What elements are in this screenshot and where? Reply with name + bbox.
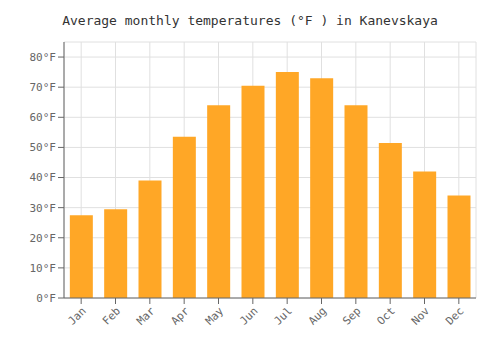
svg-text:Sep: Sep — [340, 304, 363, 327]
svg-text:Apr: Apr — [169, 304, 193, 328]
svg-text:Mar: Mar — [134, 304, 158, 328]
svg-text:Jan: Jan — [66, 304, 89, 327]
svg-text:30°F: 30°F — [30, 202, 57, 215]
svg-text:0°F: 0°F — [36, 292, 56, 305]
svg-text:10°F: 10°F — [30, 262, 57, 275]
html-text:Average monthly temperatures (: Average monthly temperatures (°F ) in Ka… — [62, 13, 438, 28]
svg-text:Aug: Aug — [306, 304, 329, 327]
svg-text:60°F: 60°F — [30, 111, 57, 124]
svg-text:20°F: 20°F — [30, 232, 57, 245]
svg-text:70°F: 70°F — [30, 81, 57, 94]
svg-text:Jun: Jun — [237, 304, 260, 327]
svg-text:80°F: 80°F — [30, 51, 57, 64]
svg-text:May: May — [203, 304, 227, 328]
svg-text:Dec: Dec — [443, 304, 466, 327]
svg-text:Oct: Oct — [375, 304, 398, 327]
svg-text:Nov: Nov — [409, 304, 433, 328]
svg-text:Feb: Feb — [100, 304, 123, 327]
svg-text:Jul: Jul — [272, 304, 295, 327]
svg-text:50°F: 50°F — [30, 141, 57, 154]
svg-text:40°F: 40°F — [30, 171, 57, 184]
